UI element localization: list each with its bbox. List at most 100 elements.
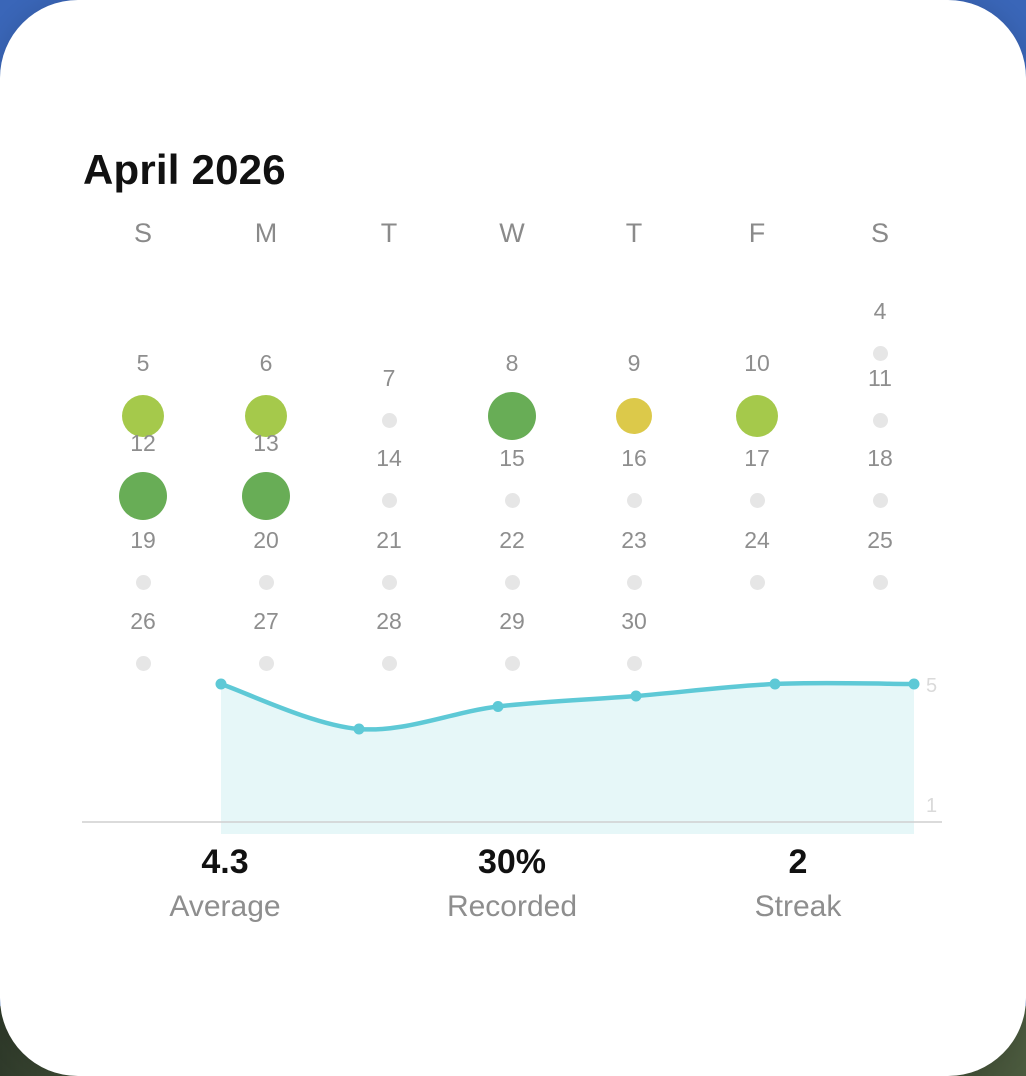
calendar-day-29[interactable]: 29 (462, 593, 562, 673)
trend-area (221, 683, 914, 834)
empty-mood-dot (258, 655, 274, 671)
day-number: 28 (376, 608, 402, 634)
empty-mood-dot (381, 412, 397, 428)
empty-mood-dot (872, 492, 888, 508)
weekday-label: S (870, 218, 889, 248)
stat-average: 4.3 Average (95, 842, 355, 932)
calendar-day-20[interactable]: 20 (216, 512, 316, 592)
mood-dot (119, 472, 167, 520)
calendar-day-12[interactable]: 12 (93, 430, 193, 520)
empty-mood-dot (381, 574, 397, 590)
calendar-day-13[interactable]: 13 (216, 430, 316, 520)
day-number: 25 (867, 527, 893, 553)
mood-dot (736, 395, 778, 437)
empty-mood-dot (872, 412, 888, 428)
calendar-grid: 4 5 6 7 8 9 10 11 12 13 14 15 16 17 18 19 20 21 22 23 24 25 26… (93, 283, 930, 673)
calendar-day-5[interactable]: 5 (93, 350, 193, 437)
stat-recorded: 30% Recorded (382, 842, 642, 932)
trend-point (215, 678, 227, 690)
calendar-day-25[interactable]: 25 (830, 512, 930, 592)
calendar-day-11[interactable]: 11 (830, 350, 930, 430)
day-number: 24 (744, 527, 770, 553)
calendar-day-16[interactable]: 16 (584, 430, 684, 510)
y-tick-label: 1 (926, 795, 937, 817)
empty-mood-dot (381, 492, 397, 508)
mood-dot (616, 398, 652, 434)
calendar-day-17[interactable]: 17 (707, 430, 807, 510)
day-number: 16 (621, 445, 647, 471)
day-number: 5 (136, 350, 150, 376)
empty-mood-dot (626, 655, 642, 671)
day-number: 9 (627, 350, 641, 376)
mood-dot (488, 392, 536, 440)
weekday-label: T (380, 218, 398, 248)
calendar-day-22[interactable]: 22 (462, 512, 562, 592)
trend-point (769, 678, 781, 690)
day-number: 29 (499, 608, 525, 634)
day-number: 10 (744, 350, 770, 376)
weekday-label: T (625, 218, 643, 248)
calendar-day-10[interactable]: 10 (707, 350, 807, 437)
empty-mood-dot (749, 492, 765, 508)
calendar-day-24[interactable]: 24 (707, 512, 807, 592)
calendar-day-6[interactable]: 6 (216, 350, 316, 437)
weekday-label: M (254, 218, 278, 248)
calendar-day-15[interactable]: 15 (462, 430, 562, 510)
calendar-day-18[interactable]: 18 (830, 430, 930, 510)
day-number: 4 (873, 298, 887, 324)
recorded-label: Recorded (446, 890, 578, 923)
weekday-label: W (499, 218, 525, 248)
month-title: April 2026 (83, 146, 286, 193)
calendar-day-27[interactable]: 27 (216, 593, 316, 673)
day-number: 22 (499, 527, 525, 553)
calendar-day-14[interactable]: 14 (339, 430, 439, 510)
empty-mood-dot (504, 492, 520, 508)
day-number: 27 (253, 608, 279, 634)
average-value: 4.3 (201, 843, 249, 881)
calendar-day-8[interactable]: 8 (462, 350, 562, 440)
day-number: 13 (253, 430, 279, 456)
day-number: 14 (376, 445, 402, 471)
calendar-day-9[interactable]: 9 (584, 350, 684, 434)
calendar-day-26[interactable]: 26 (93, 593, 193, 673)
mood-dot (242, 472, 290, 520)
empty-mood-dot (749, 574, 765, 590)
day-number: 21 (376, 527, 402, 553)
average-label: Average (169, 890, 281, 923)
trend-point (908, 678, 920, 690)
streak-value: 2 (788, 843, 808, 881)
trend-point (630, 690, 642, 702)
calendar-day-21[interactable]: 21 (339, 512, 439, 592)
streak-label: Streak (754, 890, 842, 923)
calendar-day-4[interactable]: 4 (830, 283, 930, 363)
day-number: 11 (868, 365, 892, 391)
calendar-day-28[interactable]: 28 (339, 593, 439, 673)
calendar-day-19[interactable]: 19 (93, 512, 193, 592)
stat-streak: 2 Streak (668, 842, 928, 932)
empty-mood-dot (135, 574, 151, 590)
trend-point (353, 723, 365, 735)
day-number: 7 (382, 365, 396, 391)
calendar-day-23[interactable]: 23 (584, 512, 684, 592)
empty-mood-dot (381, 655, 397, 671)
calendar-day-7[interactable]: 7 (339, 350, 439, 430)
empty-mood-dot (135, 655, 151, 671)
mood-dot (122, 395, 164, 437)
calendar-day-30[interactable]: 30 (584, 593, 684, 673)
trend-line (218, 680, 917, 732)
y-tick-label: 5 (926, 675, 937, 697)
day-number: 8 (505, 350, 519, 376)
day-number: 20 (253, 527, 279, 553)
empty-mood-dot (872, 345, 888, 361)
mood-trend-svg: 51 (82, 675, 942, 834)
empty-mood-dot (504, 574, 520, 590)
trend-point (492, 701, 504, 712)
empty-mood-dot (258, 574, 274, 590)
mood-dot (245, 395, 287, 437)
day-number: 17 (744, 445, 770, 471)
day-number: 26 (130, 608, 156, 634)
weekday-label: S (133, 218, 152, 248)
